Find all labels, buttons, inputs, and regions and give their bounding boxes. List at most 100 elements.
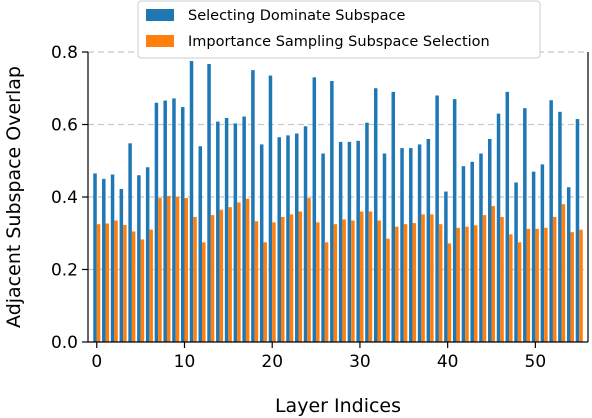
bar [158,198,162,342]
bar [254,221,259,342]
bar [224,117,229,342]
bar [461,166,466,342]
x-tick-label: 40 [437,352,459,372]
bar [289,214,294,342]
bar [540,164,545,342]
bar [500,216,504,342]
bar [473,225,478,342]
bar [579,229,583,342]
bar [277,137,281,342]
bar [412,223,417,342]
bar [180,107,185,342]
bar [368,211,373,342]
bar [391,91,396,342]
bar [417,144,422,342]
bar [400,148,404,342]
bar [149,229,153,342]
legend-label-importance: Importance Sampling Subspace Selection [188,34,490,50]
x-tick-label: 20 [261,352,283,372]
bar [558,111,562,342]
bar [119,189,124,342]
bar [386,238,390,342]
bar [172,98,176,343]
x-tick-label: 0 [91,352,102,372]
bar [219,209,224,342]
bar [145,167,150,342]
bar [561,204,566,342]
bar [382,153,387,342]
bar [163,100,167,342]
bar [435,95,439,342]
bar [359,211,364,342]
bar [403,224,408,342]
bar [514,182,518,342]
bar [110,174,115,342]
x-tick-label: 50 [525,352,547,372]
bar [259,144,264,342]
x-tick-label: 10 [174,352,196,372]
bar [166,195,171,342]
bar [237,202,241,342]
bar [303,126,308,342]
y-tick-label: 0.4 [51,188,78,208]
bar [377,220,381,342]
y-tick-label: 0.8 [51,43,78,63]
bar [430,214,434,342]
bar [465,226,469,342]
bar [233,123,238,342]
bar [268,75,273,342]
bar [509,234,513,342]
bar [566,187,571,342]
bar [216,121,220,342]
bar [96,224,101,342]
legend-swatch-dominate [146,9,174,21]
legend-swatch-importance [146,35,174,47]
bar [356,140,360,342]
bar [114,220,118,342]
bar [526,228,531,342]
bar [552,216,557,342]
series-0 [93,61,580,343]
bar [491,206,496,342]
x-ticks: 0 10 20 30 40 50 [91,342,546,372]
bar [154,102,159,342]
x-axis-label: Layer Indices [275,395,401,417]
y-tick-label: 0.6 [51,116,78,136]
bar [496,113,501,342]
bar [421,214,425,342]
bar [444,191,448,342]
bar [570,232,574,342]
bar [342,219,346,342]
bar [333,224,338,342]
y-tick-label: 0.0 [51,333,78,353]
bar [523,108,527,342]
bar [535,228,539,342]
legend: Selecting Dominate Subspace Importance S… [137,0,541,59]
bar [456,227,460,342]
bar [531,171,536,342]
y-axis-label: Adjacent Subspace Overlap [3,66,25,328]
bar [198,146,203,342]
bar [93,173,97,342]
bar [140,239,145,342]
bar [482,215,487,342]
bar [128,143,132,342]
bar [202,242,206,342]
bar [175,196,180,342]
bar [228,207,232,342]
bar [131,231,136,342]
bar [189,61,194,342]
bar [102,178,106,342]
bar [321,153,325,342]
bar [307,198,311,342]
bar [544,227,548,342]
x-tick-label: 30 [349,352,371,372]
bar [280,216,285,342]
series-1 [96,195,583,342]
bar [105,223,110,342]
bar [137,175,141,342]
bar [295,133,299,342]
bar [517,242,522,342]
bar [505,91,510,342]
